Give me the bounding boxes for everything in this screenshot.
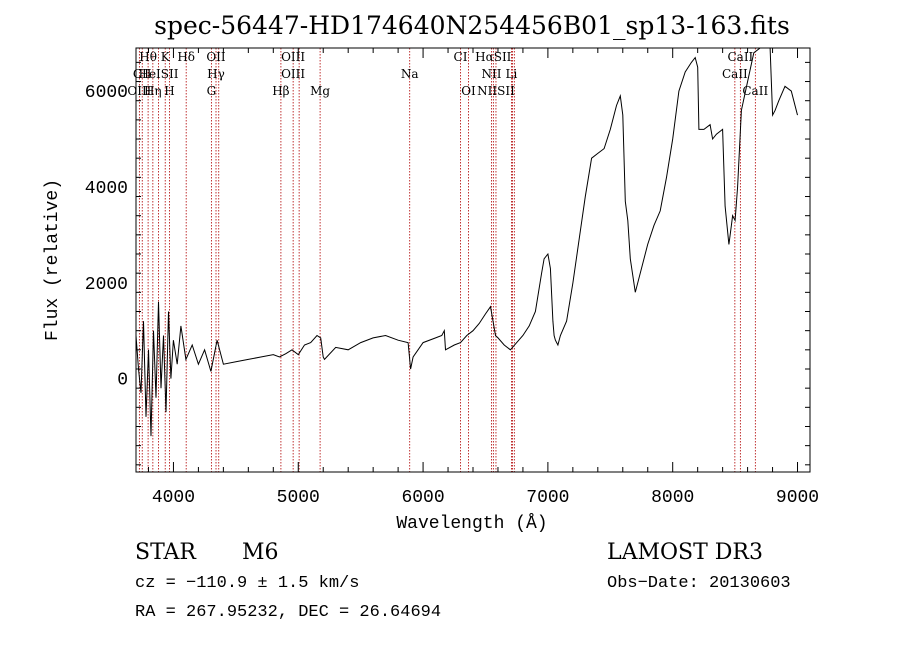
line-id-label: H bbox=[164, 84, 174, 98]
line-id-label: Na bbox=[401, 67, 419, 81]
redshift-readout: cz = −110.9 ± 1.5 km/s bbox=[135, 574, 360, 593]
x-axis-label: Wavelength (Å) bbox=[396, 513, 547, 534]
chart-title: spec-56447-HD174640N254456B01_sp13-163.f… bbox=[154, 11, 790, 40]
line-id-label: HeISII bbox=[138, 67, 178, 81]
line-id-label: OIII bbox=[281, 67, 305, 81]
line-id-label: OI bbox=[461, 84, 476, 98]
observation-date: Obs−Date: 20130603 bbox=[607, 574, 791, 593]
x-tick-label: 9000 bbox=[776, 488, 819, 508]
plot-frame bbox=[135, 47, 811, 473]
line-id-label: Hβ bbox=[272, 84, 289, 98]
x-tick-label: 8000 bbox=[651, 488, 694, 508]
line-id-label: CaII bbox=[742, 84, 768, 98]
line-id-label: CI bbox=[454, 50, 468, 64]
line-id-label: Hγ bbox=[207, 67, 225, 81]
line-id-label: NII bbox=[482, 67, 502, 81]
line-id-label: NIISII bbox=[477, 84, 515, 98]
line-id-label: K bbox=[161, 50, 171, 64]
line-id-label: CII bbox=[133, 67, 152, 81]
line-id-label: OIII bbox=[281, 50, 305, 64]
spectrum-line bbox=[135, 47, 798, 437]
line-id-label: HαSII bbox=[475, 50, 512, 64]
line-id-label: Li bbox=[505, 67, 517, 81]
y-tick-label: 6000 bbox=[85, 83, 128, 103]
y-axis-label: Flux (relative) bbox=[43, 179, 63, 341]
x-tick-label: 4000 bbox=[152, 488, 195, 508]
y-tick-label: 0 bbox=[117, 371, 128, 391]
line-id-label: CaII bbox=[727, 50, 753, 64]
x-axis-ticks: 4000 5000 6000 7000 8000 9000 bbox=[147, 48, 819, 508]
line-id-label: Hδ bbox=[177, 50, 195, 64]
x-tick-label: 6000 bbox=[401, 488, 444, 508]
coordinates-readout: RA = 267.95232, DEC = 26.64694 bbox=[135, 603, 442, 622]
line-id-label: CaII bbox=[722, 67, 748, 81]
x-tick-label: 5000 bbox=[277, 488, 320, 508]
survey-name: LAMOST DR3 bbox=[607, 540, 763, 565]
object-class: STAR bbox=[135, 540, 196, 565]
y-axis-ticks: 0 2000 4000 6000 bbox=[85, 61, 810, 466]
y-tick-label: 2000 bbox=[85, 275, 128, 295]
line-id-label: G bbox=[207, 84, 217, 98]
line-id-label: Hθ bbox=[139, 50, 157, 64]
line-id-label: Mg bbox=[310, 84, 330, 98]
line-id-label: OIII bbox=[127, 84, 151, 98]
marker-lines bbox=[138, 48, 756, 472]
y-tick-label: 4000 bbox=[85, 179, 128, 199]
object-subclass: M6 bbox=[242, 540, 279, 565]
x-tick-label: 7000 bbox=[526, 488, 569, 508]
line-id-label: Hη bbox=[144, 84, 162, 98]
line-id-label: OII bbox=[206, 50, 226, 64]
